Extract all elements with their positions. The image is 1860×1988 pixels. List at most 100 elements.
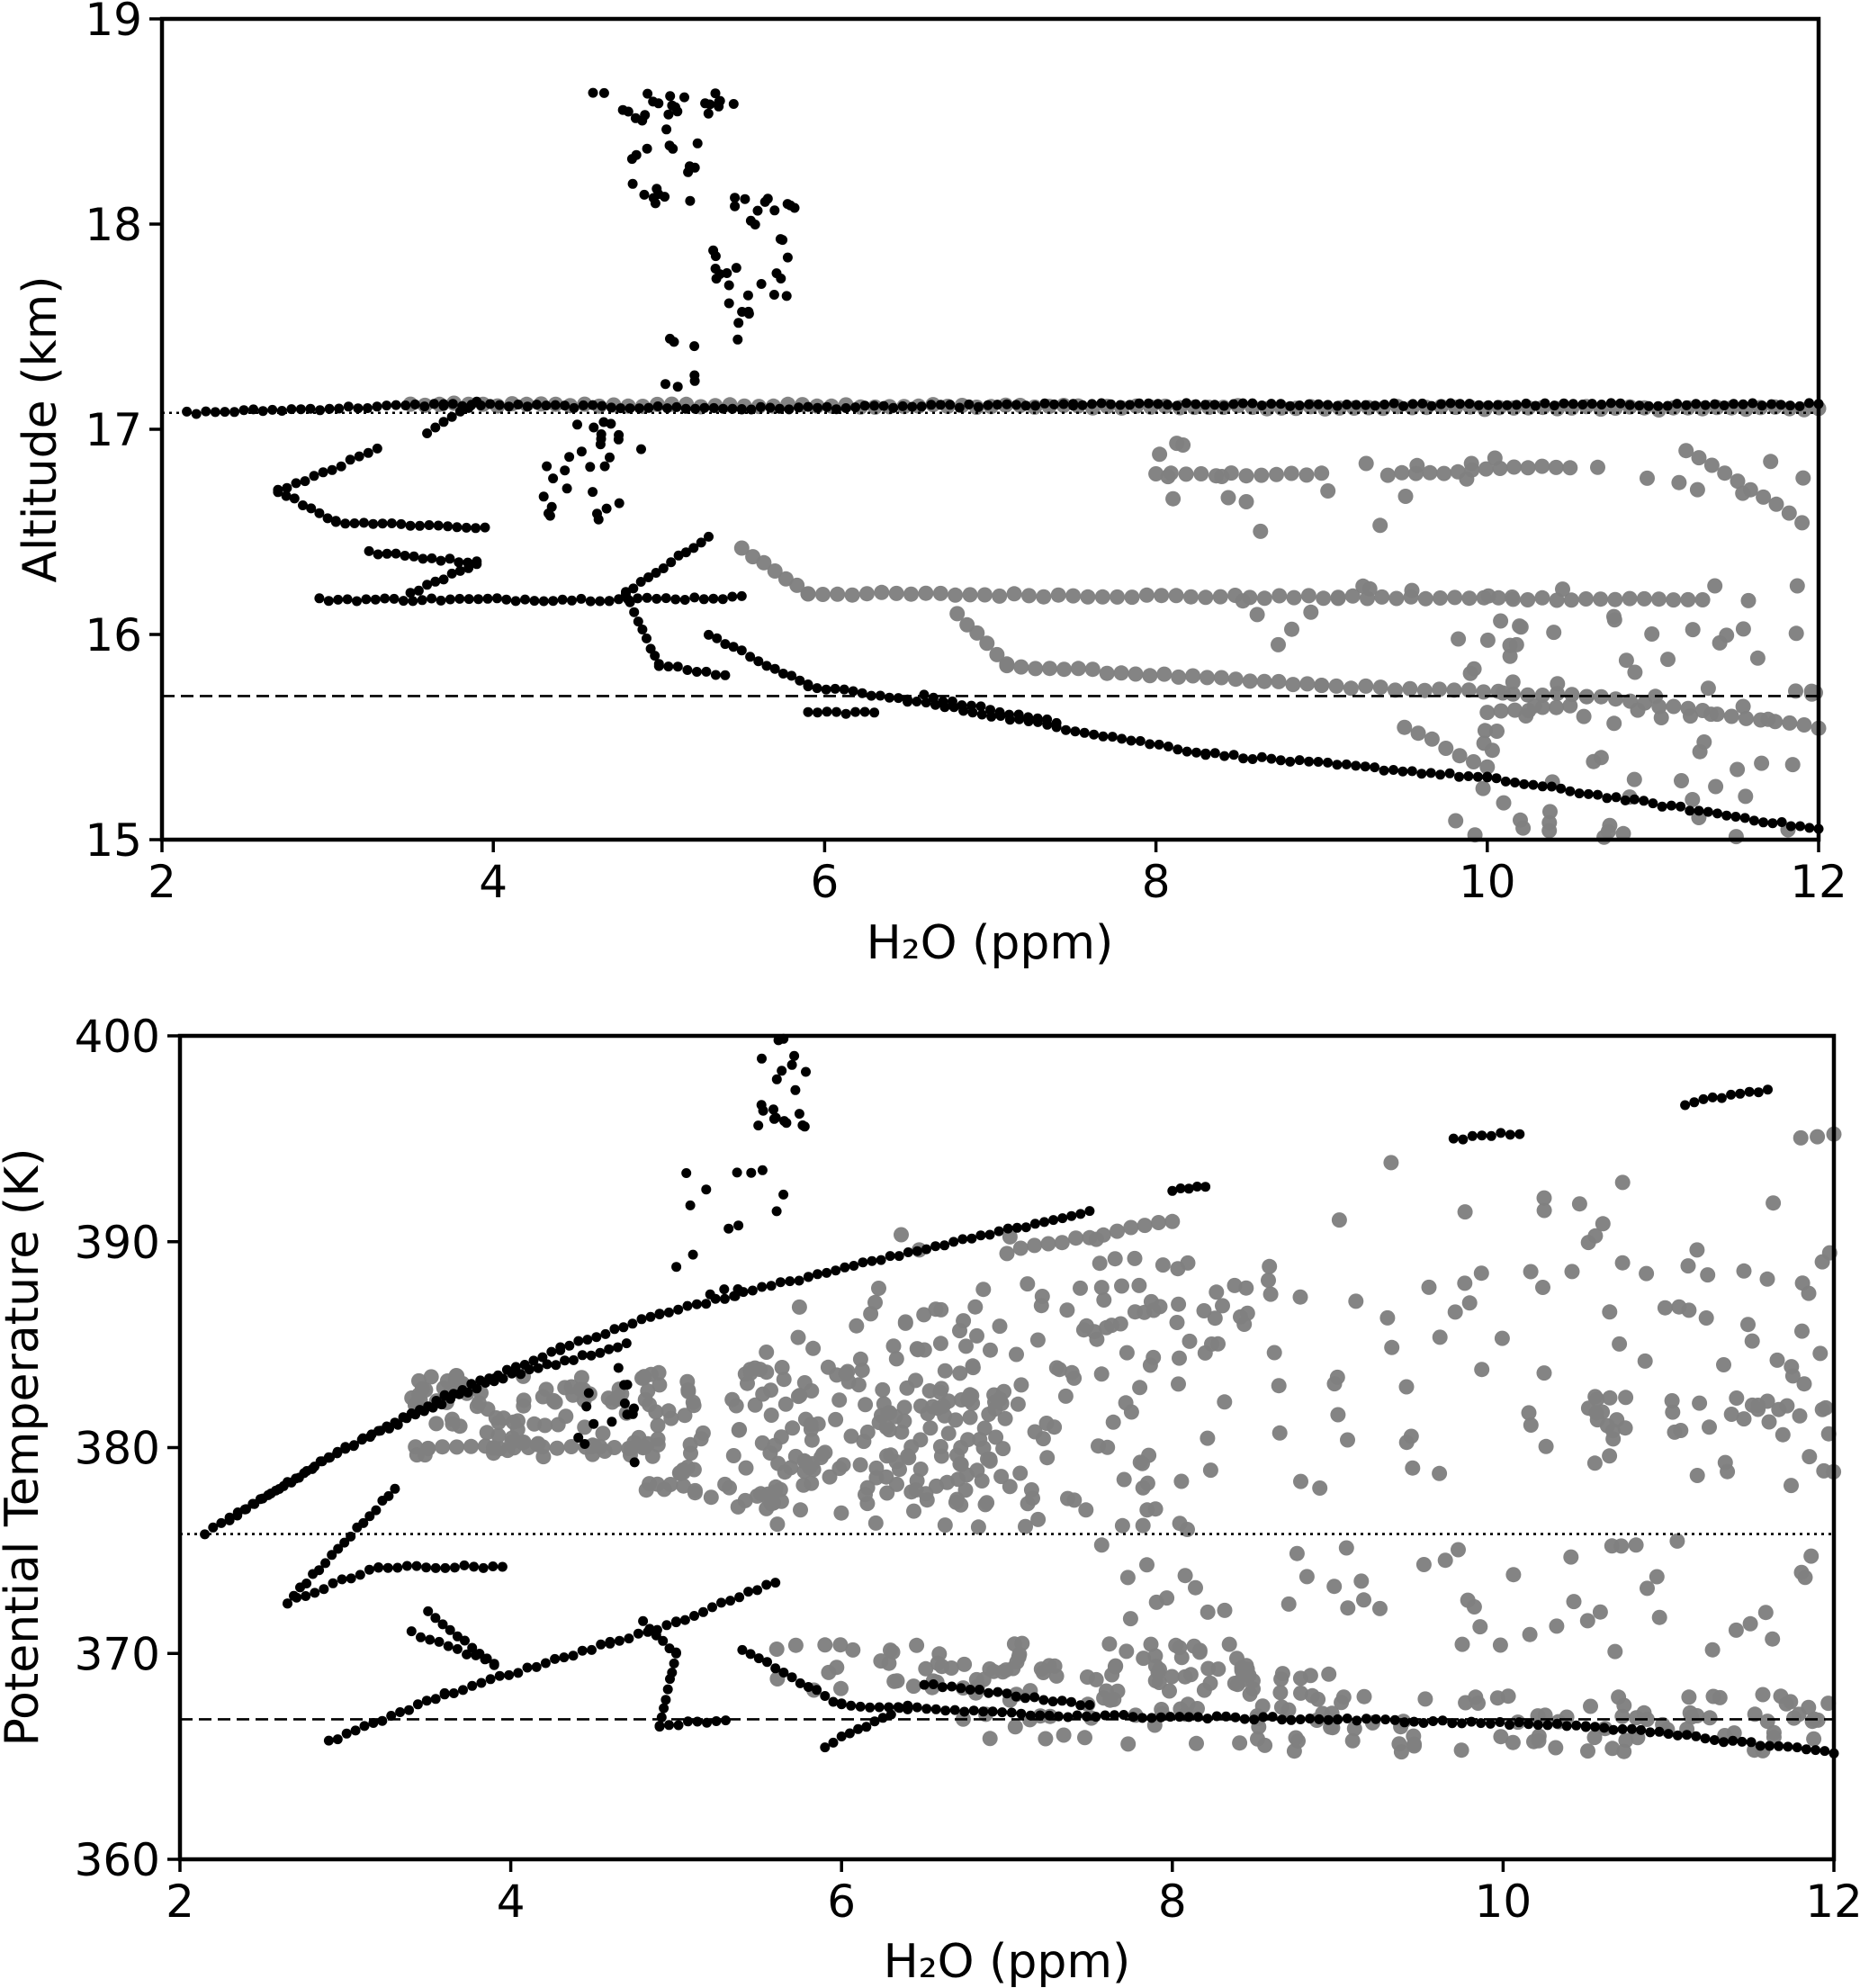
data-point <box>1249 1714 1260 1725</box>
data-point <box>721 1715 731 1726</box>
data-point <box>1313 757 1324 767</box>
data-point <box>1285 677 1301 693</box>
data-point <box>430 1694 441 1705</box>
data-point <box>459 1560 470 1570</box>
data-point <box>436 1399 447 1410</box>
data-point <box>745 1649 756 1660</box>
data-point <box>1639 796 1649 806</box>
data-point <box>286 1477 297 1488</box>
data-point <box>1027 1237 1043 1254</box>
data-point <box>892 1462 907 1478</box>
data-point <box>1502 648 1518 664</box>
data-point <box>828 1696 839 1707</box>
data-point <box>770 1578 781 1588</box>
data-point <box>1466 1599 1482 1615</box>
data-point <box>1606 608 1622 625</box>
data-point <box>496 1410 512 1426</box>
data-point <box>962 1409 978 1426</box>
data-point <box>1021 588 1037 604</box>
data-point <box>1391 1736 1407 1752</box>
x-tick-label: 12 <box>1805 1876 1860 1928</box>
data-point <box>1344 588 1361 604</box>
data-point <box>738 1460 754 1476</box>
data-point <box>1061 724 1071 735</box>
data-point <box>1536 1202 1552 1219</box>
data-point <box>747 1397 763 1413</box>
data-point <box>1100 1710 1110 1721</box>
data-point <box>989 646 1005 662</box>
data-point <box>777 669 788 679</box>
data-point <box>478 1562 489 1573</box>
data-point <box>1640 470 1655 486</box>
data-point <box>1218 400 1229 411</box>
data-point <box>1271 673 1287 689</box>
data-point <box>633 403 644 414</box>
data-point <box>930 1241 941 1252</box>
data-point <box>436 595 446 606</box>
data-point <box>761 1579 772 1590</box>
data-point <box>737 1492 753 1508</box>
data-point <box>327 1550 337 1561</box>
data-point <box>1483 400 1494 410</box>
data-point <box>384 1423 394 1434</box>
data-point <box>974 1473 990 1489</box>
data-point <box>350 1725 361 1736</box>
data-point <box>722 268 732 278</box>
data-point <box>1323 757 1333 768</box>
data-point <box>1463 455 1479 472</box>
data-point <box>1148 466 1164 481</box>
data-point <box>1075 1322 1092 1338</box>
data-point <box>665 91 676 102</box>
data-point <box>352 1522 363 1533</box>
data-point <box>605 452 615 463</box>
data-point <box>1269 466 1284 482</box>
data-point <box>1728 1622 1744 1638</box>
data-point <box>905 1678 921 1695</box>
data-point <box>449 1368 465 1384</box>
data-point <box>1171 669 1187 685</box>
data-point <box>1167 1185 1178 1196</box>
data-point <box>1078 1502 1094 1518</box>
data-point <box>323 596 334 607</box>
data-point <box>301 1591 311 1601</box>
data-point <box>1730 812 1741 822</box>
data-point <box>650 1417 666 1434</box>
data-point <box>1029 1692 1040 1703</box>
data-point <box>1098 731 1109 742</box>
data-point <box>359 1721 370 1732</box>
data-point <box>247 1498 258 1509</box>
data-point <box>255 1494 265 1505</box>
data-point <box>1703 706 1719 723</box>
data-point <box>654 1722 665 1732</box>
data-point <box>685 1200 696 1210</box>
data-point <box>1285 756 1296 767</box>
data-point <box>932 1336 948 1352</box>
data-point <box>1116 1471 1132 1488</box>
data-point <box>601 503 612 514</box>
data-point <box>756 554 772 571</box>
data-point <box>932 1439 948 1454</box>
data-point <box>448 1688 459 1698</box>
data-point <box>1275 399 1286 409</box>
data-point <box>888 402 899 413</box>
data-point <box>1096 1292 1112 1308</box>
data-point <box>1227 1676 1243 1691</box>
data-point <box>1416 769 1427 779</box>
data-point <box>341 1728 352 1739</box>
data-point <box>1155 1257 1171 1273</box>
data-point <box>1793 1129 1809 1146</box>
data-point <box>1806 1731 1822 1747</box>
data-point <box>843 1428 859 1444</box>
data-point <box>1332 400 1343 411</box>
data-point <box>310 1588 320 1598</box>
data-point <box>336 461 346 472</box>
data-point <box>1549 400 1559 411</box>
data-point <box>635 1370 651 1386</box>
data-point <box>1759 1714 1775 1730</box>
data-point <box>1453 1742 1469 1759</box>
data-point <box>529 596 540 607</box>
data-point <box>1447 1718 1458 1729</box>
data-point <box>782 252 793 263</box>
data-point <box>645 1311 656 1322</box>
data-point <box>1626 1723 1637 1734</box>
